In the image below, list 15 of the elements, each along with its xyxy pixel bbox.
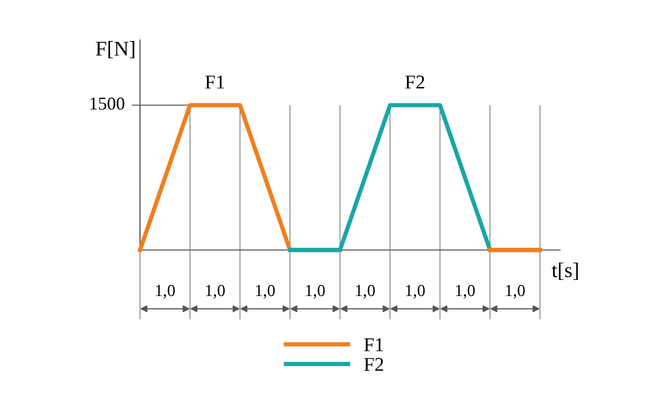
text: 1,0 (206, 284, 225, 299)
text: 1,0 (156, 284, 175, 299)
text: 1500 (90, 98, 124, 110)
y-axis-title: F[N] (96, 41, 134, 58)
text: 1,0 (456, 284, 475, 299)
legend-label: F2 (364, 358, 384, 371)
text: F1 (205, 76, 224, 88)
text: 1,0 (406, 284, 425, 299)
text: 1,0 (356, 284, 375, 299)
text: F2 (405, 76, 424, 88)
x-axis-title: t[s] (552, 262, 578, 280)
text: 1,0 (506, 284, 525, 299)
text: 1,0 (256, 284, 275, 299)
legend-label: F1 (364, 338, 383, 352)
text: 1,0 (306, 284, 325, 299)
